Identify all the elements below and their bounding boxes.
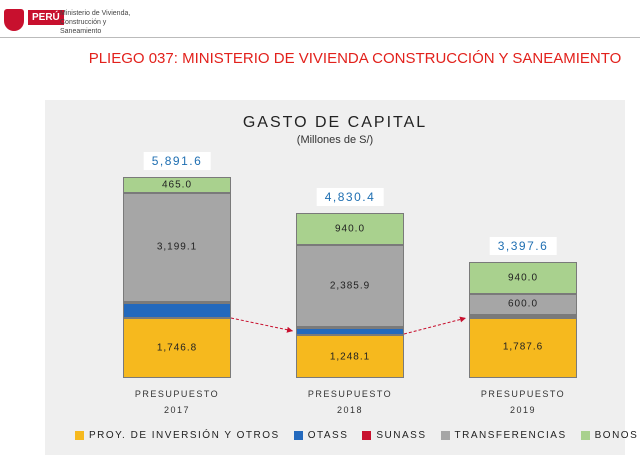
x-tick-label: PRESUPUESTO 2019 xyxy=(480,389,566,415)
total-label: 3,397.6 xyxy=(489,236,557,255)
data-label: 2,385.9 xyxy=(329,280,371,292)
bar-segment xyxy=(469,294,577,315)
legend-item: BONOS xyxy=(580,430,639,441)
legend-item: PROY. DE INVERSIÓN Y OTROS xyxy=(75,430,280,441)
legend-item: SUNASS xyxy=(362,430,426,441)
bar-segment xyxy=(296,245,404,327)
data-label: 600.0 xyxy=(507,298,539,310)
x-tick-label: PRESUPUESTO 2017 xyxy=(134,389,220,415)
legend-label: SUNASS xyxy=(376,430,427,441)
data-label: 1,746.8 xyxy=(156,342,198,354)
data-label: 940.0 xyxy=(334,223,366,235)
bar-segment xyxy=(123,302,231,319)
legend-swatch xyxy=(75,431,84,440)
bar-segment xyxy=(469,316,577,319)
legend-swatch xyxy=(580,431,590,440)
legend-swatch xyxy=(293,431,303,440)
total-label: 5,891.6 xyxy=(143,151,211,170)
slide-title: PLIEGO 037: MINISTERIO DE VIVIENDA CONST… xyxy=(88,50,622,67)
legend-label: TRANSFERENCIAS xyxy=(454,430,567,441)
bar-segment xyxy=(123,176,231,193)
legend: PROY. DE INVERSIÓN Y OTROS OTASS SUNASS TRA… xyxy=(75,430,638,441)
chart-subtitle: (Millones de S/) xyxy=(296,134,374,146)
legend-swatch xyxy=(362,431,372,440)
data-label: 1,248.1 xyxy=(329,351,371,363)
bar-segment xyxy=(123,301,231,304)
legend-label: PROY. DE INVERSIÓN Y OTROS xyxy=(89,430,280,441)
bar-segment xyxy=(296,213,404,246)
crest xyxy=(4,9,24,31)
data-label: 940.0 xyxy=(507,272,539,284)
bar-segment xyxy=(296,326,404,329)
legend-swatch xyxy=(440,431,450,440)
arrow xyxy=(230,317,294,333)
bar-segment xyxy=(123,318,231,378)
bar-segment xyxy=(123,192,231,302)
ministry: Ministerio de Vivienda, Construcción y S… xyxy=(60,10,131,35)
chart-title: GASTO DE CAPITAL xyxy=(242,114,428,131)
logo: PERÚ xyxy=(28,10,64,25)
arrow xyxy=(403,316,467,335)
legend-label: BONOS xyxy=(594,430,639,441)
total-label: 4,830.4 xyxy=(316,188,384,207)
bar-segment xyxy=(469,316,577,378)
x-tick-label: PRESUPUESTO 2018 xyxy=(307,389,393,415)
legend-item: TRANSFERENCIAS xyxy=(440,430,567,441)
bar-segment xyxy=(469,314,577,317)
legend-label: OTASS xyxy=(307,430,349,441)
data-label: 1,787.6 xyxy=(502,341,544,353)
divider xyxy=(0,37,640,38)
data-label: 465.0 xyxy=(161,179,193,191)
bar-segment xyxy=(469,261,577,295)
data-label: 3,199.1 xyxy=(156,241,198,253)
bar-segment xyxy=(296,327,404,336)
bar-segment xyxy=(296,335,404,378)
legend-item: OTASS xyxy=(293,430,349,441)
